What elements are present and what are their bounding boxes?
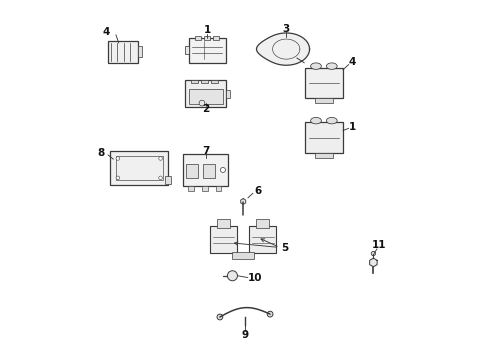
Polygon shape [369,258,377,267]
Text: 9: 9 [242,330,248,340]
Bar [201,80,208,84]
Ellipse shape [326,117,337,124]
Bar [185,46,190,54]
Circle shape [220,167,225,172]
Bar [189,89,222,104]
Circle shape [371,251,375,256]
Ellipse shape [311,63,321,69]
Bar [138,46,142,57]
Bar [195,36,201,40]
Text: 7: 7 [202,146,209,156]
Circle shape [199,100,205,106]
Circle shape [116,157,120,160]
Polygon shape [257,33,310,65]
FancyBboxPatch shape [189,38,226,63]
Text: 10: 10 [248,273,262,283]
Text: 11: 11 [372,240,387,250]
Circle shape [159,176,162,180]
Bar [213,36,219,40]
Bar [210,226,237,253]
Ellipse shape [311,117,321,124]
Bar [249,226,276,253]
Bar [256,219,270,228]
Ellipse shape [326,63,337,69]
Circle shape [116,176,120,180]
Bar [165,176,171,184]
Bar [217,219,230,228]
Polygon shape [241,199,245,204]
Bar [305,122,343,153]
Circle shape [159,157,162,160]
Text: 2: 2 [202,104,209,114]
Circle shape [217,314,223,320]
Text: 1: 1 [204,25,211,35]
Bar [192,80,198,84]
Bar [315,98,333,103]
Bar [186,164,197,178]
Text: 4: 4 [349,57,356,67]
Bar [232,252,254,259]
Bar [183,154,228,186]
Bar [185,81,226,107]
Text: 3: 3 [282,24,289,35]
FancyBboxPatch shape [110,151,168,185]
Bar [226,90,230,98]
Bar [305,68,343,98]
Circle shape [267,311,273,317]
Text: 1: 1 [349,122,356,132]
Bar [315,153,333,158]
Bar [203,164,215,178]
Text: 4: 4 [102,27,110,37]
Bar [212,80,218,84]
Bar [116,156,163,180]
Text: 8: 8 [97,148,104,158]
Circle shape [227,271,238,281]
Bar [188,186,194,191]
Bar [216,186,221,191]
Text: 5: 5 [281,243,288,253]
Bar [202,186,208,191]
Text: 6: 6 [254,186,261,196]
Bar [108,41,138,63]
Bar [204,36,210,40]
